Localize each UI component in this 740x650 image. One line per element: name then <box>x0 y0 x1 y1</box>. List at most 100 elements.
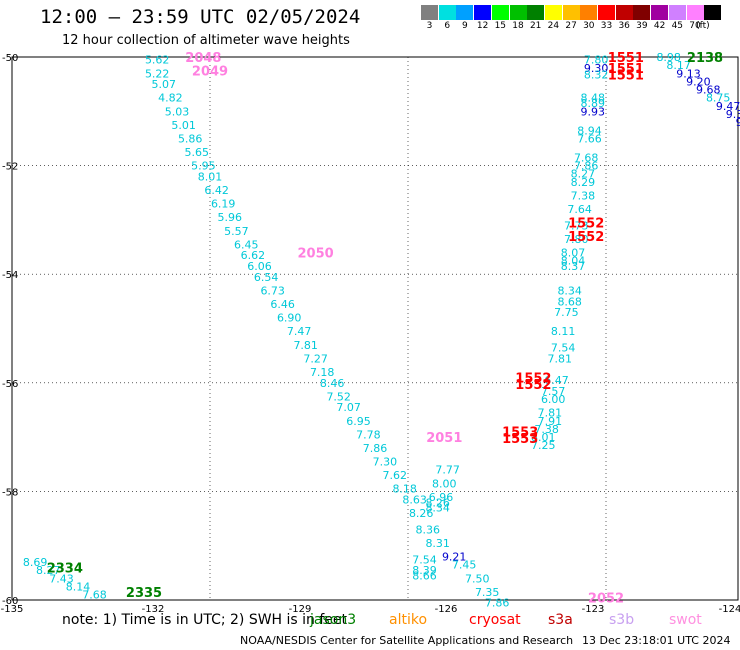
wave-height-point: 5.22 <box>145 67 170 80</box>
wave-height-point: 7.62 <box>383 469 408 482</box>
wave-height-point: 6.96 <box>429 491 454 504</box>
wave-height-point: 9.68 <box>696 84 721 97</box>
wave-height-point: 7.86 <box>363 442 388 455</box>
satellite-label-swot: swot <box>669 612 702 628</box>
legend-label: 33 <box>600 21 613 31</box>
pass-number-label: 2138 <box>687 51 723 66</box>
wave-height-point: 7.54 <box>551 342 576 355</box>
wave-height-point: 7.73 <box>564 219 589 232</box>
wave-height-point: 6.90 <box>277 312 302 325</box>
wave-height-point: 7.50 <box>465 572 490 585</box>
pass-number-label: 2052 <box>588 591 624 606</box>
wave-height-point: 7.57 <box>541 385 566 398</box>
wave-height-point: 9.93 <box>581 105 606 118</box>
pass-number-label: 1551 <box>608 62 644 77</box>
wave-height-point: 4.82 <box>158 92 183 105</box>
satellite-label-jason3: jason3 <box>310 612 357 628</box>
wave-height-point: 8.34 <box>425 502 450 515</box>
legend-swatch <box>580 5 598 20</box>
legend-label: 3 <box>426 21 433 31</box>
pass-number-label: 1553 <box>502 426 538 441</box>
pass-number-label: 2049 <box>192 65 228 80</box>
satellite-label-s3a: s3a <box>548 612 573 628</box>
legend-swatch <box>651 5 669 20</box>
wave-height-point: 7.27 <box>303 352 328 365</box>
wave-height-point: 7.81 <box>293 339 318 352</box>
wave-height-point: 8.89 <box>581 97 606 110</box>
credit-line: NOAA/NESDIS Center for Satellite Applica… <box>240 634 574 647</box>
footer-note: note: 1) Time is in UTC; 2) SWH is in fe… <box>62 612 348 628</box>
page-subtitle: 12 hour collection of altimeter wave hei… <box>62 33 350 48</box>
satellite-label-altiko: altiko <box>389 612 428 628</box>
wave-height-point: 8.27 <box>36 564 61 577</box>
x-tick-label: -129 <box>289 604 312 615</box>
legend-swatch <box>456 5 474 20</box>
legend-swatch <box>686 5 704 20</box>
legend-swatch <box>633 5 651 20</box>
legend-label: 9 <box>462 21 468 31</box>
legend-swatch <box>598 5 615 20</box>
wave-height-point: 6.45 <box>234 238 259 251</box>
wave-height-point: 8.11 <box>551 325 576 338</box>
wave-height-point: 8.07 <box>561 246 586 259</box>
legend-swatch <box>421 5 438 20</box>
wave-height-point: 8.26 <box>425 496 450 509</box>
wave-height-point: 6.62 <box>241 249 266 262</box>
plot-frame <box>11 56 739 601</box>
wave-height-point: 6.73 <box>260 284 285 297</box>
legend-unit: (ft) <box>696 21 710 31</box>
pass-number-label: 2048 <box>185 51 221 66</box>
wave-height-point: 9.20 <box>686 75 711 88</box>
wave-height-point: 7.77 <box>435 464 460 477</box>
pass-number-label: 2334 <box>47 561 83 576</box>
legend-label: 24 <box>547 21 560 31</box>
wave-height-point: 9.30 <box>584 62 609 75</box>
wave-height-point: 7.80 <box>584 54 609 67</box>
legend-label: 21 <box>529 21 542 31</box>
wave-height-point: 9.47 <box>716 100 740 113</box>
y-tick-label: -60 <box>2 596 18 607</box>
wave-height-point: 7.80 <box>564 233 589 246</box>
generated-timestamp: 13 Dec 23:18:01 UTC 2024 <box>582 634 731 647</box>
wave-height-point: 9.55 <box>736 116 740 129</box>
pass-number-label: 2335 <box>126 586 162 601</box>
wave-height-point: 7.25 <box>531 439 556 452</box>
wave-height-point: 8.34 <box>557 284 582 297</box>
y-tick-label: -52 <box>2 162 18 173</box>
satellite-label-cryosat: cryosat <box>469 612 521 628</box>
legend-label: 18 <box>512 21 524 31</box>
wave-height-point: 7.45 <box>452 559 477 572</box>
legend-label: 42 <box>653 21 666 31</box>
wave-height-point: 8.98 <box>656 51 681 64</box>
wave-height-point: 7.86 <box>485 597 510 610</box>
legend-swatch <box>474 5 492 20</box>
pass-number-label: 1552 <box>515 378 551 393</box>
wave-height-point: 8.18 <box>392 483 417 496</box>
wave-height-point: 6.00 <box>541 393 566 406</box>
pass-number-label: 2050 <box>298 246 334 261</box>
satellite-label-s3b: s3b <box>609 612 635 628</box>
wave-height-point: 6.54 <box>254 271 279 284</box>
wave-height-point: 7.86 <box>574 160 599 173</box>
wave-height-point: 7.47 <box>287 325 312 338</box>
wave-height-point: 7.07 <box>336 401 361 414</box>
wave-height-point: 8.01 <box>531 431 556 444</box>
legend-label: 70 <box>689 21 701 31</box>
wave-height-point: 7.52 <box>326 390 351 403</box>
wave-height-point: 7.64 <box>567 203 592 216</box>
legend-label: 15 <box>494 21 507 31</box>
x-tick-label: -135 <box>1 604 24 615</box>
pass-number-label: 1552 <box>568 230 604 245</box>
y-tick-label: -50 <box>2 53 18 64</box>
wave-height-point: 5.95 <box>191 160 216 173</box>
wave-height-point: 8.01 <box>198 170 223 183</box>
wave-height-point: 7.54 <box>412 553 437 566</box>
legend-label: 27 <box>565 21 577 31</box>
wave-height-point: 7.66 <box>577 132 602 145</box>
wave-height-point: 8.68 <box>557 295 582 308</box>
wave-height-point: 5.03 <box>165 105 190 118</box>
wave-height-point: 7.43 <box>49 572 74 585</box>
wave-height-point: 7.38 <box>571 189 596 202</box>
pass-number-label: 2051 <box>426 431 462 446</box>
